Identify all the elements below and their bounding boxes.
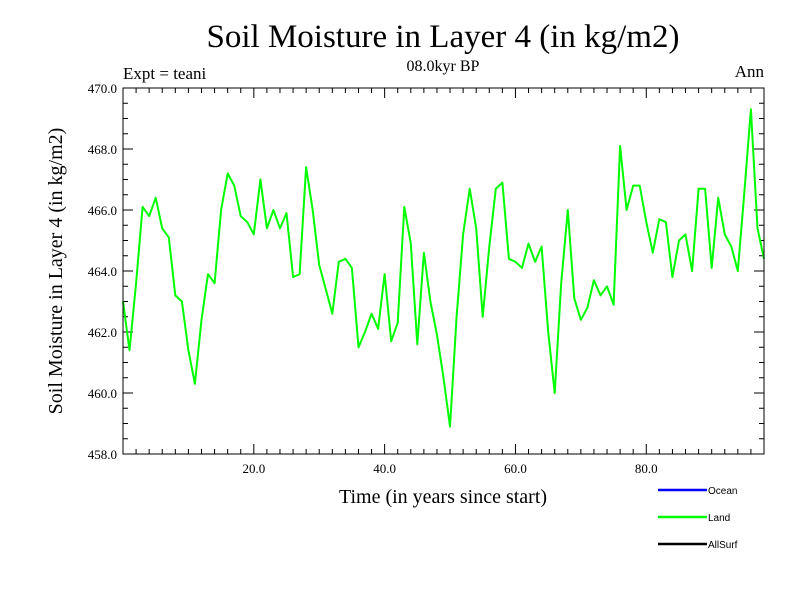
series-line-land bbox=[122, 108, 765, 428]
x-tick-label: 40.0 bbox=[373, 461, 396, 476]
y-tick-label: 466.0 bbox=[88, 203, 117, 218]
y-tick-label: 458.0 bbox=[88, 447, 117, 462]
y-tick-label: 464.0 bbox=[88, 264, 117, 279]
chart-subtitle: 08.0kyr BP bbox=[407, 58, 480, 75]
y-axis: 458.0 460.0 462.0 464.0 466.0 468.0 470.0 bbox=[88, 81, 764, 462]
season-label: Ann bbox=[735, 62, 765, 81]
x-tick-label: 80.0 bbox=[635, 461, 658, 476]
legend: Ocean Land AllSurf bbox=[658, 486, 738, 551]
x-tick-label: 60.0 bbox=[504, 461, 527, 476]
experiment-label: Expt = teani bbox=[123, 64, 207, 83]
x-axis-label: Time (in years since start) bbox=[339, 486, 547, 508]
x-axis: 20.0 40.0 60.0 80.0 bbox=[135, 88, 765, 476]
y-axis-label: Soil Moisture in Layer 4 (in kg/m2) bbox=[45, 128, 67, 415]
legend-label-allsurf: AllSurf bbox=[708, 540, 738, 551]
y-tick-label: 468.0 bbox=[88, 142, 117, 157]
plot-frame bbox=[122, 87, 765, 455]
chart-title: Soil Moisture in Layer 4 (in kg/m2) bbox=[207, 19, 680, 55]
y-tick-label: 470.0 bbox=[88, 81, 117, 96]
y-tick-label: 462.0 bbox=[88, 325, 117, 340]
x-tick-label: 20.0 bbox=[242, 461, 265, 476]
legend-label-ocean: Ocean bbox=[708, 486, 737, 497]
legend-label-land: Land bbox=[708, 513, 730, 524]
plot-area bbox=[122, 108, 765, 428]
y-tick-label: 460.0 bbox=[88, 386, 117, 401]
